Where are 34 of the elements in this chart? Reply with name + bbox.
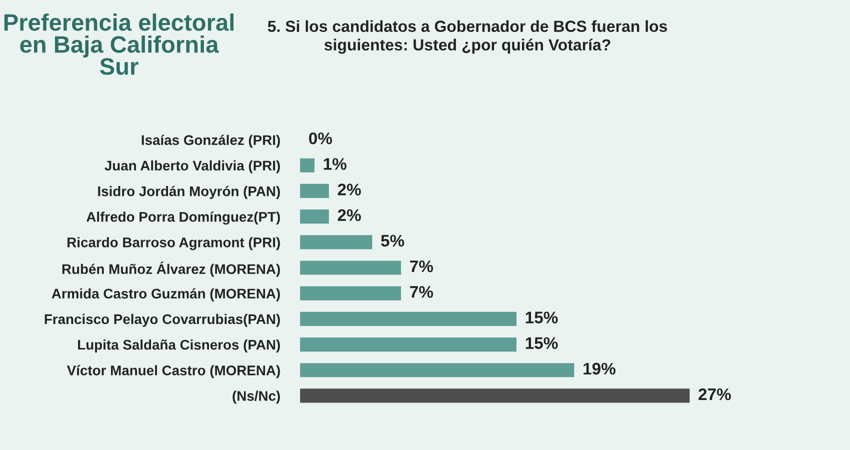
bar — [300, 286, 402, 300]
data-label: 15% — [526, 312, 558, 324]
data-label: 2% — [338, 184, 361, 196]
y-tick-label: Lupita Saldaña Cisneros (PAN) — [78, 339, 280, 352]
y-tick-label: Isidro Jordán Moyrón (PAN) — [98, 186, 280, 199]
y-tick-label: Ricardo Barroso Agramont (PRI) — [68, 237, 280, 250]
y-tick-label: Isaías González (PRI) — [142, 134, 280, 148]
y-tick-label: Francisco Pelayo Covarrubias(PAN) — [44, 314, 280, 327]
y-tick-label: Alfredo Porra Domínguez(PT) — [86, 211, 280, 225]
data-label: 15% — [526, 337, 558, 349]
bar — [300, 337, 516, 352]
bar — [300, 363, 574, 378]
y-tick-label: Juan Alberto Valdivia (PRI) — [104, 160, 280, 174]
bar — [300, 312, 516, 326]
data-label: 19% — [584, 362, 616, 375]
data-label: 7% — [410, 260, 434, 272]
bar — [300, 388, 690, 403]
bar — [300, 184, 329, 198]
y-tick-label: (Ns/Nc) — [232, 390, 280, 404]
data-label: 5% — [381, 234, 404, 247]
data-label: 27% — [698, 388, 731, 400]
y-tick-label: Víctor Manuel Castro (MORENA) — [66, 365, 280, 378]
data-label: 2% — [338, 209, 361, 222]
chart-subtitle: 5. Si los candidatos a Gobernador de BCS fueran los siguientes: Usted ¿por quién Votaría? — [268, 20, 667, 54]
y-tick-label: Armida Castro Guzmán (MORENA) — [52, 288, 280, 302]
data-label: 0% — [309, 132, 332, 144]
data-label: 1% — [324, 158, 346, 170]
bar — [300, 235, 372, 250]
chart-title: Preferencia electoral en Baja California Sur — [4, 14, 234, 75]
bar — [300, 210, 329, 224]
data-label: 7% — [410, 286, 434, 298]
bar — [300, 260, 402, 275]
bar — [300, 158, 314, 172]
y-tick-label: Rubén Muñoz Álvarez (MORENA) — [62, 262, 280, 277]
